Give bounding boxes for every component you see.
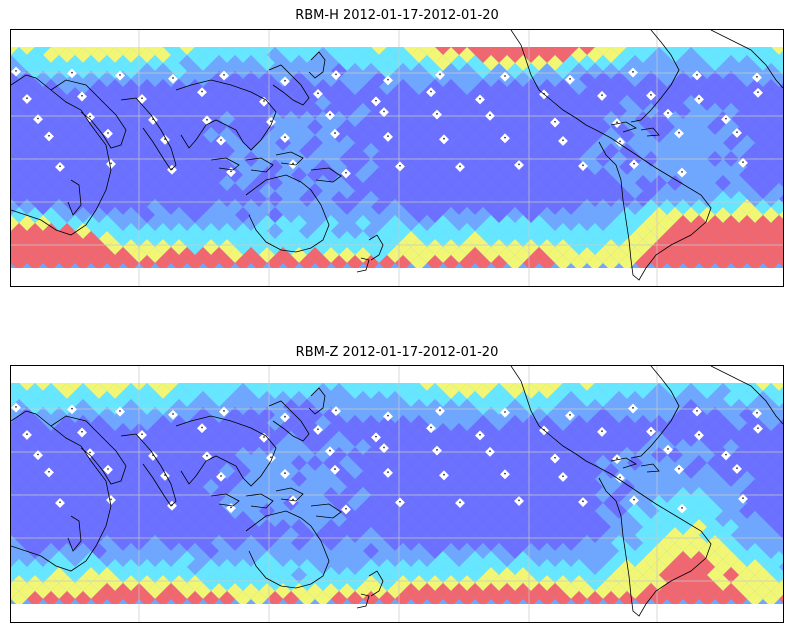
panel-1-title: RBM-H 2012-01-17-2012-01-20	[295, 8, 499, 23]
map-2-svg	[11, 366, 783, 622]
map-1-svg	[11, 30, 783, 286]
map-panel-1	[10, 29, 784, 287]
map-panel-2	[10, 365, 784, 623]
panel-2-title: RBM-Z 2012-01-17-2012-01-20	[295, 345, 499, 360]
